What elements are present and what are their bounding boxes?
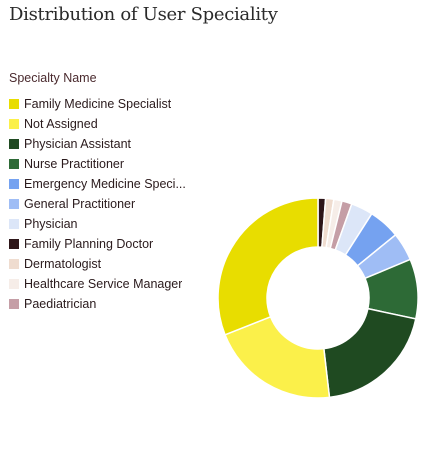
legend-swatch <box>9 99 19 109</box>
legend-item-physician-assistant[interactable]: Physician Assistant <box>9 134 186 154</box>
legend-swatch <box>9 139 19 149</box>
legend-label: Healthcare Service Manager <box>24 277 183 291</box>
legend-swatch <box>9 219 19 229</box>
legend-swatch <box>9 299 19 309</box>
legend-item-dermatologist[interactable]: Dermatologist <box>9 254 186 274</box>
legend-swatch <box>9 119 19 129</box>
donut-slice-physician-assistant[interactable] <box>323 307 417 399</box>
legend-item-physician[interactable]: Physician <box>9 214 186 234</box>
legend-item-general-practitioner[interactable]: General Practitioner <box>9 194 186 214</box>
legend-swatch <box>9 279 19 289</box>
legend-swatch <box>9 159 19 169</box>
legend-label: Family Medicine Specialist <box>24 97 172 111</box>
legend-label: Dermatologist <box>24 257 102 271</box>
legend-label: Physician <box>24 217 78 231</box>
legend-swatch <box>9 239 19 249</box>
legend-label: General Practitioner <box>24 197 136 211</box>
legend-title: Specialty Name <box>9 71 97 85</box>
legend-label: Nurse Practitioner <box>24 157 125 171</box>
legend-label: Paediatrician <box>24 297 97 311</box>
legend-swatch <box>9 259 19 269</box>
legend-swatch <box>9 199 19 209</box>
legend-item-healthcare-service-manager[interactable]: Healthcare Service Manager <box>9 274 186 294</box>
chart-title: Distribution of User Speciality <box>9 4 278 25</box>
legend-item-family-planning-doctor[interactable]: Family Planning Doctor <box>9 234 186 254</box>
legend-item-paediatrician[interactable]: Paediatrician <box>9 294 186 314</box>
legend-label: Physician Assistant <box>24 137 131 151</box>
legend-swatch <box>9 179 19 189</box>
legend-label: Emergency Medicine Speci... <box>24 177 186 191</box>
legend: Family Medicine Specialist Not Assigned Ph… <box>9 94 186 314</box>
legend-item-nurse-practitioner[interactable]: Nurse Practitioner <box>9 154 186 174</box>
legend-item-emergency-medicine-specialist[interactable]: Emergency Medicine Speci... <box>9 174 186 194</box>
legend-label: Not Assigned <box>24 117 98 131</box>
donut-slice-family-medicine-specialist[interactable] <box>217 197 319 336</box>
legend-item-family-medicine-specialist[interactable]: Family Medicine Specialist <box>9 94 186 114</box>
legend-item-not-assigned[interactable]: Not Assigned <box>9 114 186 134</box>
legend-label: Family Planning Doctor <box>24 237 154 251</box>
